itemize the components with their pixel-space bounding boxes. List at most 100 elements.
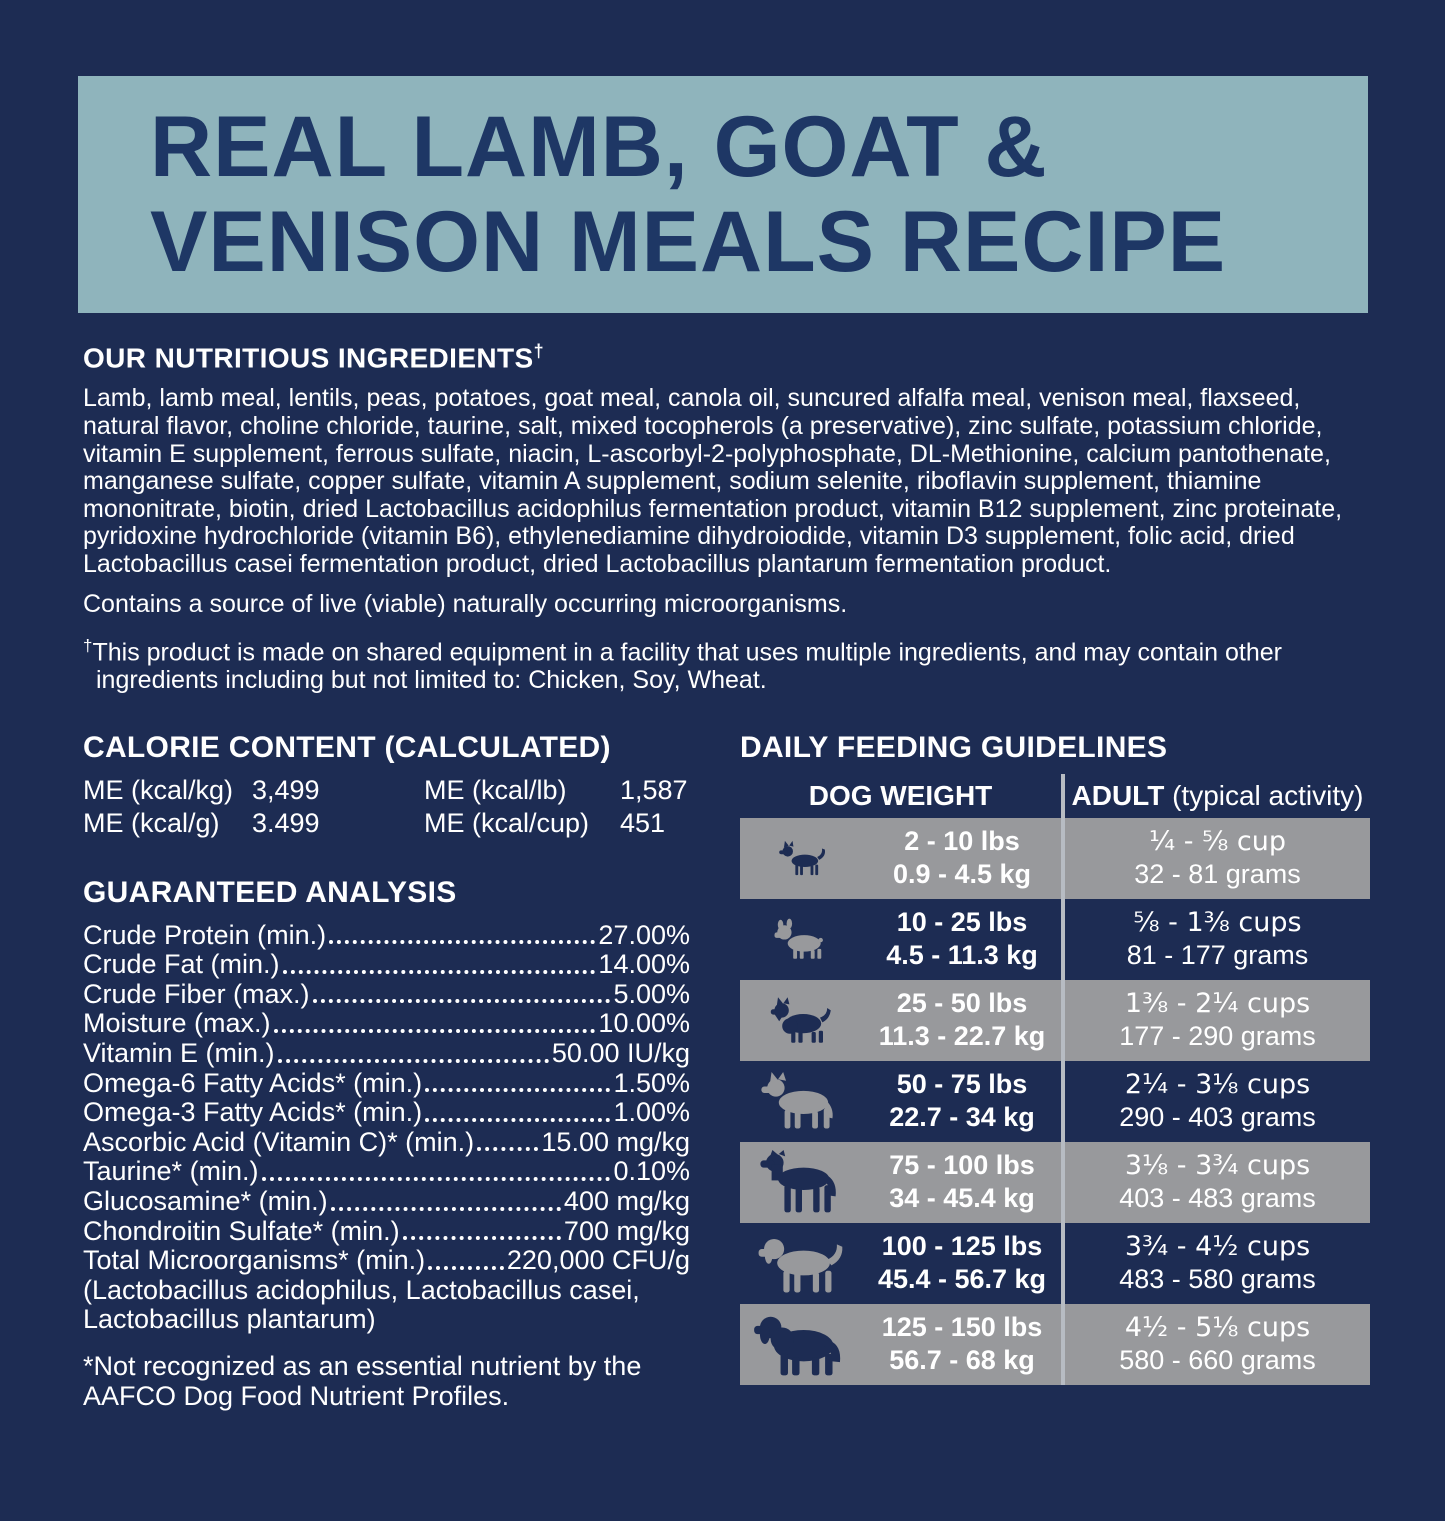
analysis-label: Moisture (max.) (83, 1008, 271, 1039)
dog-icon-french-bulldog (740, 917, 863, 961)
dotted-leader (329, 940, 596, 945)
adult-header-rest: (typical activity) (1164, 779, 1364, 811)
dog-icon-shepherd (740, 1072, 863, 1130)
aafco-footnote-line2: AAFCO Dog Food Nutrient Profiles. (83, 1381, 510, 1412)
feeding-table: DOG WEIGHT ADULT (typical activity) (740, 773, 1370, 1385)
guaranteed-analysis-section: GUARANTEED ANALYSIS Crude Protein (min.)… (83, 876, 690, 1412)
adult-cell: 3⅛ - 3¾ cups 403 - 483 grams (1065, 1149, 1370, 1215)
dotted-leader (273, 1028, 596, 1033)
dotted-leader (425, 1088, 611, 1093)
analysis-label: Glucosamine* (min.) (83, 1185, 328, 1216)
chihuahua-icon (778, 840, 825, 876)
adult-header-bold: ADULT (1071, 779, 1165, 811)
grams-amount: 403 - 483 grams (1119, 1183, 1316, 1214)
left-column: CALORIE CONTENT (CALCULATED) ME (kcal/kg… (83, 731, 690, 1412)
analysis-label: Total Microorganisms* (min.) (83, 1245, 426, 1276)
analysis-value: 15.00 mg/kg (541, 1126, 690, 1157)
cups-amount: 4½ - 5⅛ cups (1124, 1312, 1311, 1344)
feeding-row: 25 - 50 lbs 11.3 - 22.7 kg 1⅜ - 2¼ cups … (740, 979, 1370, 1061)
analysis-row: Taurine* (min.) 0.10% (83, 1157, 690, 1187)
dotted-leader (402, 1236, 561, 1241)
adult-cell: ¼ - ⅝ cup 32 - 81 grams (1065, 825, 1370, 891)
cups-amount: ⅝ - 1⅜ cups (1133, 907, 1302, 939)
analysis-label: Ascorbic Acid (Vitamin C)* (min.) (83, 1126, 475, 1157)
feeding-row: 100 - 125 lbs 45.4 - 56.7 kg 3¾ - 4½ cup… (740, 1223, 1370, 1304)
ingredients-heading: OUR NUTRITIOUS INGREDIENTS† (83, 341, 1370, 374)
grams-amount: 290 - 403 grams (1119, 1102, 1316, 1133)
analysis-continuation-line: Lactobacillus plantarum) (83, 1304, 376, 1335)
dotted-leader (312, 999, 611, 1004)
adult-cell: 2¼ - 3⅛ cups 290 - 403 grams (1065, 1068, 1370, 1134)
dog-icon-great-dane (740, 1150, 863, 1214)
microorganisms-note: Contains a source of live (viable) natur… (83, 590, 848, 619)
adult-cell: 3¾ - 4½ cups 483 - 580 grams (1065, 1230, 1370, 1296)
analysis-label: Chondroitin Sulfate* (min.) (83, 1215, 400, 1246)
adult-cell: 1⅜ - 2¼ cups 177 - 290 grams (1065, 987, 1370, 1053)
weight-lbs: 25 - 50 lbs (896, 988, 1028, 1019)
dotted-leader (428, 1265, 504, 1270)
feeding-row: 10 - 25 lbs 4.5 - 11.3 kg ⅝ - 1⅜ cups 81… (740, 899, 1370, 980)
dotted-leader (277, 1058, 549, 1063)
dog-icon-labrador (740, 1232, 863, 1294)
calorie-label: ME (kcal/cup) (424, 807, 590, 838)
weight-lbs: 10 - 25 lbs (896, 907, 1028, 938)
weight-cell: 50 - 75 lbs 22.7 - 34 kg (863, 1068, 1061, 1134)
cups-amount: ¼ - ⅝ cup (1149, 826, 1286, 858)
dog-weight-header: DOG WEIGHT (808, 779, 993, 811)
dotted-leader (425, 1117, 611, 1122)
analysis-value: 14.00% (598, 949, 690, 980)
analysis-row: Crude Fiber (max.) 5.00% (83, 978, 690, 1010)
french-bulldog-icon (774, 918, 823, 959)
aafco-footnote: *Not recognized as an essential nutrient… (83, 1351, 690, 1412)
label-content: OUR NUTRITIOUS INGREDIENTS† Lamb, lamb m… (83, 341, 1370, 1412)
shared-equipment-note-text: This product is made on shared equipment… (92, 638, 1283, 694)
shepherd-icon (760, 1072, 833, 1129)
weight-cell: 10 - 25 lbs 4.5 - 11.3 kg (863, 906, 1061, 972)
terrier-icon (770, 997, 831, 1043)
ingredients-list: Lamb, lamb meal, lentils, peas, potatoes… (83, 384, 1343, 578)
weight-cell: 25 - 50 lbs 11.3 - 22.7 kg (863, 987, 1061, 1053)
analysis-value: 10.00% (598, 1008, 690, 1039)
shared-equipment-note: †This product is made on shared equipmen… (83, 632, 1370, 695)
feeding-guidelines-section: DAILY FEEDING GUIDELINES DOG WEIGHT ADUL… (740, 731, 1370, 1385)
feeding-row: 50 - 75 lbs 22.7 - 34 kg 2¼ - 3⅛ cups 29… (740, 1061, 1370, 1142)
analysis-value: 220,000 CFU/g (506, 1245, 690, 1276)
weight-lbs: 50 - 75 lbs (896, 1069, 1028, 1100)
analysis-value: 1.50% (613, 1067, 690, 1098)
weight-cell: 75 - 100 lbs 34 - 45.4 kg (863, 1149, 1061, 1215)
cups-amount: 1⅜ - 2¼ cups (1124, 988, 1311, 1020)
dotted-leader (477, 1147, 539, 1152)
analysis-row: Vitamin E (min.) 50.00 IU/kg (83, 1037, 690, 1069)
recipe-title-panel: REAL LAMB, GOAT & VENISON MEALS RECIPE (78, 76, 1368, 313)
analysis-row: Omega-3 Fatty Acids* (min.) 1.00% (83, 1098, 690, 1128)
recipe-title-line1: REAL LAMB, GOAT & (150, 98, 1048, 195)
dog-icon-terrier (740, 996, 863, 1044)
dog-icon-newfoundland (740, 1311, 863, 1377)
calorie-value: 451 (620, 807, 666, 838)
analysis-row: Omega-6 Fatty Acids* (min.) 1.50% (83, 1067, 690, 1099)
lower-columns: CALORIE CONTENT (CALCULATED) ME (kcal/kg… (83, 731, 1370, 1412)
dotted-leader (330, 1206, 561, 1211)
adult-cell: ⅝ - 1⅜ cups 81 - 177 grams (1065, 906, 1370, 972)
analysis-label: Taurine* (min.) (83, 1156, 259, 1187)
calorie-value: 3,499 (252, 774, 320, 805)
dog-icon-chihuahua (740, 839, 863, 877)
calorie-value: 1,587 (620, 774, 688, 805)
analysis-value: 5.00% (613, 978, 690, 1009)
weight-cell: 2 - 10 lbs 0.9 - 4.5 kg (863, 825, 1061, 891)
weight-lbs: 2 - 10 lbs (904, 826, 1020, 857)
great-dane-icon (759, 1150, 836, 1213)
analysis-value: 50.00 IU/kg (551, 1037, 690, 1068)
aafco-footnote-line1: *Not recognized as an essential nutrient… (83, 1350, 642, 1381)
cups-amount: 2¼ - 3⅛ cups (1124, 1069, 1311, 1101)
analysis-row: Total Microorganisms* (min.) 220,000 CFU/… (83, 1246, 690, 1276)
analysis-label: Omega-3 Fatty Acids* (min.) (83, 1097, 423, 1128)
analysis-row: Crude Fat (min.) 14.00% (83, 950, 690, 980)
weight-lbs: 125 - 150 lbs (881, 1312, 1043, 1343)
analysis-label: Omega-6 Fatty Acids* (min.) (83, 1067, 423, 1098)
grams-amount: 483 - 580 grams (1119, 1264, 1316, 1295)
grams-amount: 81 - 177 grams (1126, 940, 1309, 971)
weight-kg: 11.3 - 22.7 kg (878, 1021, 1046, 1052)
newfoundland-icon (753, 1316, 840, 1376)
adult-cell: 4½ - 5⅛ cups 580 - 660 grams (1065, 1311, 1370, 1377)
